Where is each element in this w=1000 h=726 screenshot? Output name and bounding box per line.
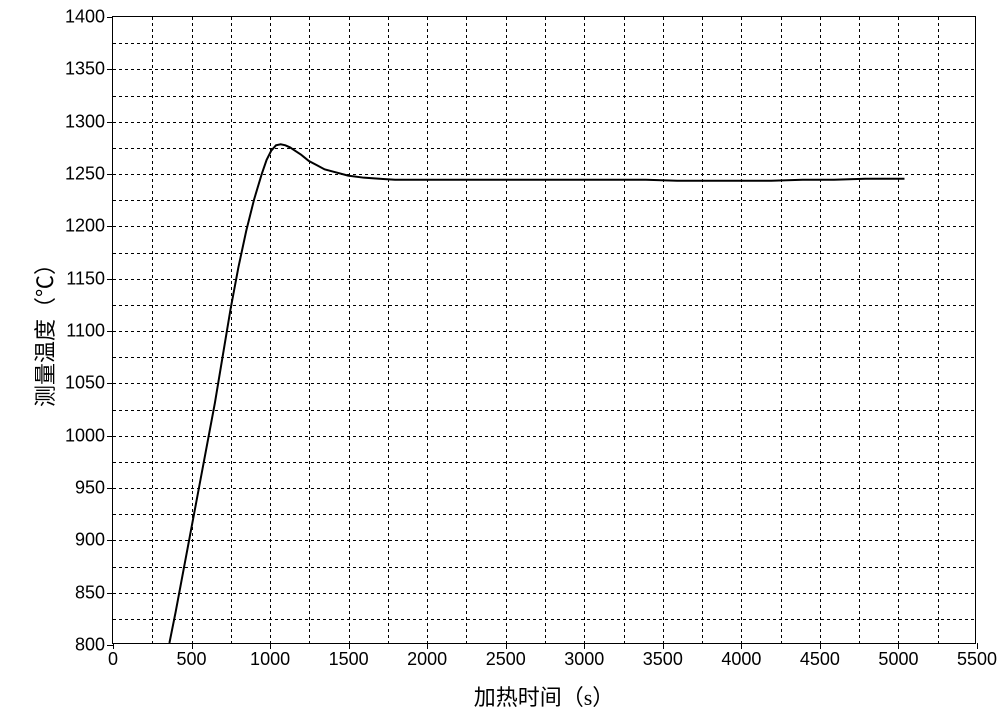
grid-line-v [741,17,742,643]
x-tick-label: 3500 [643,643,683,670]
y-tick-label: 850 [75,582,113,603]
grid-line-v [231,17,232,643]
plot-area: 8008509009501000105011001150120012501300… [112,16,976,644]
y-tick-label: 1350 [65,59,113,80]
y-tick-label: 1150 [66,268,113,289]
x-tick-label: 0 [108,643,118,670]
y-tick-label: 1050 [65,373,113,394]
grid-line-v [663,17,664,643]
grid-line-h [113,122,975,123]
grid-line-h [113,383,975,384]
grid-line-v [506,17,507,643]
grid-line-v [624,17,625,643]
x-tick-label: 1500 [329,643,369,670]
chart-container: 8008509009501000105011001150120012501300… [0,0,1000,726]
grid-line-v [781,17,782,643]
y-tick-label: 1250 [65,164,113,185]
grid-line-h [113,69,975,70]
temperature-line [169,144,904,643]
x-tick-label: 1000 [250,643,290,670]
grid-line-h [113,567,975,568]
x-axis-label: 加热时间（s） [474,680,615,712]
grid-line-v [859,17,860,643]
x-tick-label: 500 [177,643,207,670]
grid-line-h [113,96,975,97]
y-tick-label: 950 [75,478,113,499]
grid-line-h [113,43,975,44]
grid-line-h [113,174,975,175]
grid-line-v [545,17,546,643]
x-tick-label: 2500 [486,643,526,670]
grid-line-h [113,462,975,463]
x-tick-label: 5000 [878,643,918,670]
grid-line-v [898,17,899,643]
y-tick-label: 1200 [65,216,113,237]
grid-line-h [113,226,975,227]
grid-line-h [113,488,975,489]
grid-line-h [113,357,975,358]
grid-line-v [388,17,389,643]
y-tick-label: 1400 [65,7,113,28]
x-tick-label: 4000 [721,643,761,670]
grid-line-v [270,17,271,643]
x-tick-label: 2000 [407,643,447,670]
line-curve [113,17,975,643]
x-tick-label: 3000 [564,643,604,670]
grid-line-v [466,17,467,643]
grid-line-v [192,17,193,643]
grid-line-v [152,17,153,643]
y-tick-label: 900 [75,530,113,551]
grid-line-v [820,17,821,643]
grid-line-h [113,305,975,306]
grid-line-h [113,619,975,620]
x-tick-label: 5500 [957,643,997,670]
y-axis-label: 测量温度（℃） [28,253,60,407]
grid-line-v [309,17,310,643]
grid-line-v [584,17,585,643]
grid-line-v [349,17,350,643]
grid-line-h [113,279,975,280]
grid-line-v [938,17,939,643]
grid-line-h [113,253,975,254]
y-tick-label: 1000 [65,425,113,446]
y-tick-label: 1100 [66,321,113,342]
grid-line-h [113,514,975,515]
grid-line-v [702,17,703,643]
x-tick-label: 4500 [800,643,840,670]
y-tick-label: 1300 [65,111,113,132]
grid-line-h [113,148,975,149]
grid-line-h [113,410,975,411]
grid-line-h [113,436,975,437]
grid-line-v [427,17,428,643]
grid-line-h [113,200,975,201]
grid-line-h [113,540,975,541]
grid-line-h [113,593,975,594]
grid-line-h [113,331,975,332]
